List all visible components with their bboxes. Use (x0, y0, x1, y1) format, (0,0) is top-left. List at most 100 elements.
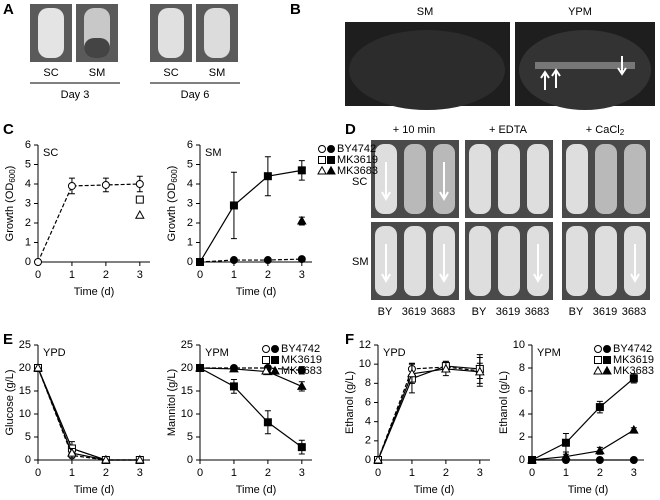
tube-label: SC (163, 67, 178, 79)
x-tick-label: 0 (197, 467, 203, 479)
marker (297, 366, 306, 375)
tube (469, 226, 491, 296)
x-tick-label: 1 (231, 269, 237, 281)
x-tick-label: 3 (477, 467, 483, 479)
x-tick-label: 2 (265, 269, 271, 281)
y-tick-label: 10 (19, 408, 31, 420)
marker (263, 256, 272, 265)
legend-label: MK3683 (281, 365, 322, 377)
y-tick-label: 0 (25, 454, 31, 466)
series-line (199, 367, 303, 448)
legend-marker (603, 345, 611, 353)
legend-marker (270, 365, 280, 375)
y-tick-label: 3 (25, 197, 31, 209)
series-line (377, 366, 480, 461)
legend-marker (602, 365, 612, 375)
marker (595, 456, 604, 464)
y-axis-label-part: Growth (OD (166, 183, 178, 242)
strain-label: BY (569, 306, 584, 318)
y-tick-label: 15 (19, 385, 31, 397)
series-line (531, 377, 635, 461)
y-tick-label: 4 (25, 178, 31, 190)
strain-label: 3619 (402, 306, 426, 318)
x-tick-label: 3 (299, 467, 305, 479)
legend-label: MK3619 (613, 354, 654, 366)
arrow (381, 244, 391, 284)
y-tick-label: 5 (25, 431, 31, 443)
tube (624, 144, 646, 214)
y-tick-label: 10 (181, 408, 193, 420)
legend-marker (327, 145, 335, 153)
strain-label: BY (472, 306, 487, 318)
strain-label: 3683 (431, 306, 455, 318)
chart: 0 1 2 3 4 5 6 0 1 2 3 Time (d) Growth (OD600) SC (4, 139, 150, 298)
legend-marker (271, 356, 279, 364)
y-tick-label: 5 (187, 158, 193, 170)
marker (67, 447, 77, 457)
tube-label: SC (43, 67, 58, 79)
y-tick-label: 6 (365, 396, 371, 408)
tube (566, 144, 588, 214)
x-tick-label: 1 (563, 467, 569, 479)
chart: 0 5 10 15 20 25 0 1 2 3 Time (d) Mannitol (g/L) YPM B… (166, 339, 322, 496)
tube (204, 8, 230, 58)
y-tick-label: 12 (359, 339, 371, 351)
x-tick-label: 3 (137, 467, 143, 479)
chart: 0 5 10 15 20 25 0 1 2 3 Time (d) Glucose (g/L) YPD (4, 339, 150, 496)
marker (629, 456, 638, 464)
legend-marker (317, 165, 327, 175)
strain-labels: BY 3619 3683 BY 3619 3683 BY 3619 3683 (378, 306, 647, 318)
y-tick-label: 0 (519, 454, 525, 466)
y-tick-label: 8 (365, 377, 371, 389)
panel-title: YPM (537, 347, 561, 359)
y-axis-label-part: ) (166, 166, 178, 170)
legend-label: MK3683 (613, 365, 654, 377)
marker (263, 418, 272, 427)
chart: 0 1 2 3 4 5 6 0 1 2 3 Time (d) Growth (OD600) SM BY474… (166, 139, 378, 298)
tube (404, 144, 426, 214)
y-tick-label: 0 (25, 256, 31, 268)
y-tick-label: 0 (187, 454, 193, 466)
x-axis-label: Time (d) (236, 286, 277, 298)
legend-label: MK3619 (281, 354, 322, 366)
panel-title: YPD (383, 347, 406, 359)
x-tick-label: 1 (69, 467, 75, 479)
marker (34, 258, 42, 266)
legend-marker (594, 345, 602, 353)
x-axis-label: Time (d) (74, 286, 115, 298)
y-tick-label: 5 (187, 431, 193, 443)
y-tick-label: 8 (519, 362, 525, 374)
x-tick-label: 0 (197, 269, 203, 281)
tube-photos (30, 4, 238, 62)
y-axis-label-part: 600 (170, 169, 179, 183)
x-tick-label: 2 (265, 467, 271, 479)
y-tick-label: 5 (25, 158, 31, 170)
x-tick-label: 3 (137, 269, 143, 281)
strain-label: 3683 (622, 306, 646, 318)
y-tick-label: 2 (365, 435, 371, 447)
panel-label: A (3, 1, 14, 18)
marker (373, 454, 383, 464)
marker (196, 258, 204, 266)
x-axis-label: Time (d) (74, 484, 115, 496)
panel-title: SM (205, 147, 222, 159)
tube-grid (371, 140, 650, 300)
legend-label: MK3619 (337, 154, 378, 166)
tube (38, 8, 64, 58)
panel-title: YPD (43, 347, 66, 359)
y-tick-label: 2 (187, 217, 193, 229)
series-line (199, 258, 302, 263)
marker (595, 403, 604, 412)
tube (498, 144, 520, 214)
legend-marker (593, 365, 603, 375)
marker (474, 366, 485, 376)
x-tick-label: 2 (103, 467, 109, 479)
row-label: SC (352, 176, 367, 188)
x-tick-label: 0 (35, 269, 41, 281)
strain-label: BY (378, 306, 393, 318)
x-tick-label: 3 (631, 467, 637, 479)
y-axis-label: Growth (OD600) (4, 166, 17, 242)
x-tick-label: 0 (35, 467, 41, 479)
sediment (84, 38, 110, 58)
plate (519, 30, 651, 110)
